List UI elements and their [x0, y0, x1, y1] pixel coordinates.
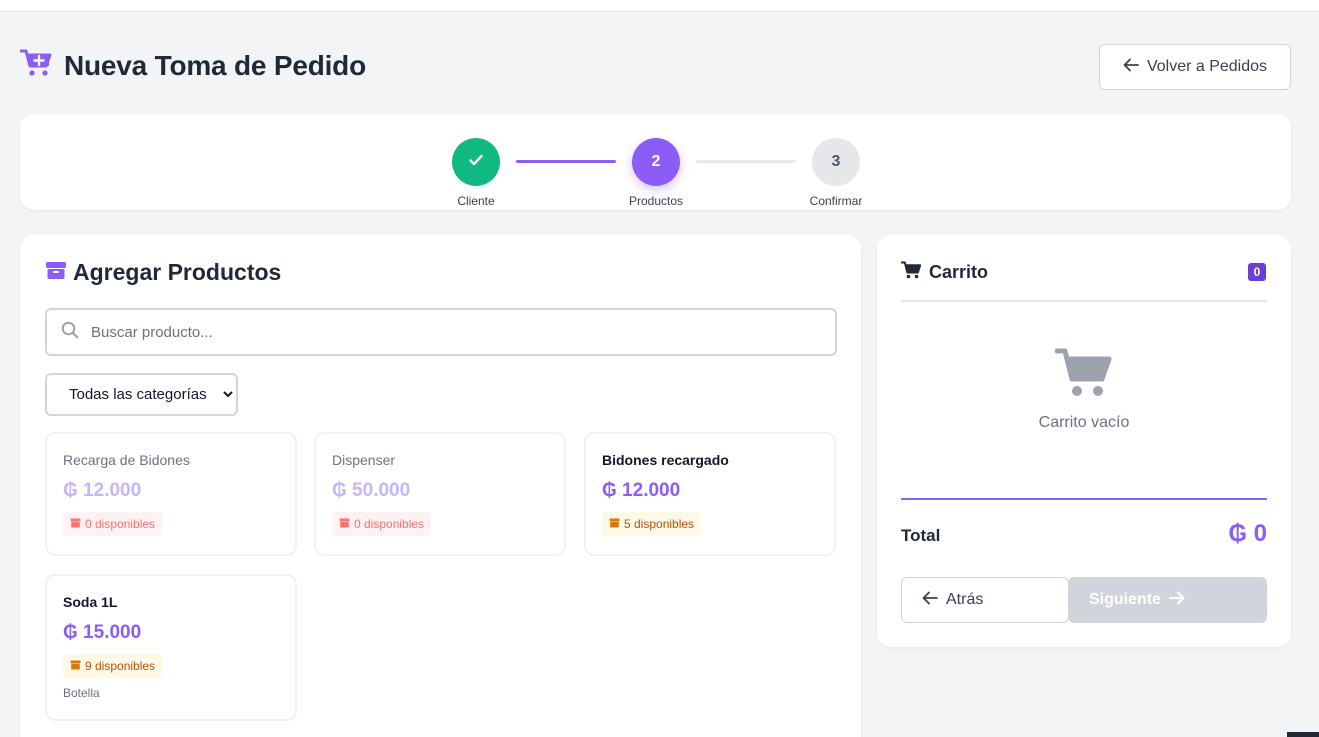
cart-heading: Carrito — [900, 261, 989, 284]
cart-panel: Carrito 0 Carrito vacío Total ₲ 0 Atrás … — [877, 235, 1291, 647]
product-card[interactable]: Recarga de Bidones ₲ 12.000 0 disponible… — [45, 432, 297, 556]
cart-count-badge: 0 — [1248, 263, 1266, 281]
cart-icon — [900, 261, 922, 284]
cart-title: Carrito — [929, 262, 989, 282]
product-unit: Botella — [63, 686, 100, 700]
page-title: Nueva Toma de Pedido — [64, 49, 366, 81]
product-card[interactable]: Dispenser ₲ 50.000 0 disponibles — [314, 432, 566, 556]
product-price: ₲ 15.000 — [63, 622, 142, 643]
search-icon — [61, 321, 79, 344]
stock-text: 0 disponibles — [354, 517, 425, 531]
stock-text: 9 disponibles — [85, 659, 156, 673]
empty-cart-icon — [1054, 347, 1113, 404]
stock-badge: 5 disponibles — [602, 512, 702, 536]
step-label: Confirmar — [809, 194, 863, 208]
product-price: ₲ 50.000 — [332, 480, 411, 501]
product-search[interactable] — [45, 308, 837, 356]
product-name: Bidones recargado — [602, 452, 729, 468]
top-bar — [0, 0, 1319, 12]
step-number: 2 — [632, 138, 680, 186]
product-card[interactable]: Bidones recargado ₲ 12.000 5 disponibles — [584, 432, 836, 556]
products-title: Agregar Productos — [73, 259, 282, 285]
back-label: Atrás — [946, 591, 984, 608]
divider — [901, 300, 1267, 302]
product-name: Soda 1L — [63, 594, 118, 610]
stepper: Cliente 2 Productos 3 Confirmar — [20, 114, 1291, 210]
page-header: Nueva Toma de Pedido — [19, 48, 366, 83]
next-button[interactable]: Siguiente — [1068, 577, 1267, 623]
arrow-left-icon — [1123, 58, 1139, 77]
cart-plus-icon — [19, 48, 52, 83]
box-icon — [45, 259, 67, 286]
product-name: Recarga de Bidones — [63, 452, 190, 468]
stock-badge: 0 disponibles — [332, 512, 432, 536]
products-heading: Agregar Productos — [45, 259, 281, 286]
corner-widget — [1287, 732, 1319, 737]
product-price: ₲ 12.000 — [63, 480, 142, 501]
step-connector-1 — [516, 160, 616, 163]
step-number: 3 — [812, 138, 860, 186]
step-connector-2 — [696, 160, 796, 163]
arrow-left-icon — [922, 591, 938, 610]
total-value: ₲ 0 — [1228, 520, 1267, 547]
step-productos: 2 Productos — [611, 138, 701, 208]
product-name: Dispenser — [332, 452, 396, 468]
back-button[interactable]: Atrás — [901, 577, 1069, 623]
stock-text: 0 disponibles — [85, 517, 156, 531]
back-to-orders-button[interactable]: Volver a Pedidos — [1099, 44, 1291, 90]
total-label: Total — [901, 526, 941, 545]
arrow-right-icon — [1168, 590, 1185, 610]
step-label: Cliente — [457, 194, 495, 208]
stock-badge: 9 disponibles — [63, 654, 163, 678]
back-to-orders-label: Volver a Pedidos — [1146, 58, 1268, 75]
category-select[interactable]: Todas las categorías — [45, 373, 238, 416]
check-icon — [468, 153, 484, 172]
products-panel: Agregar Productos Todas las categorías R… — [20, 235, 861, 737]
empty-cart-text: Carrito vacío — [1038, 414, 1130, 431]
product-price: ₲ 12.000 — [602, 480, 681, 501]
product-card[interactable]: Soda 1L ₲ 15.000 9 disponibles Botella — [45, 574, 297, 721]
box-icon — [70, 517, 81, 531]
stock-text: 5 disponibles — [624, 517, 695, 531]
next-label: Siguiente — [1089, 591, 1162, 608]
stock-badge: 0 disponibles — [63, 512, 163, 536]
box-icon — [339, 517, 350, 531]
step-confirmar: 3 Confirmar — [791, 138, 881, 208]
step-cliente: Cliente — [431, 138, 521, 208]
divider — [901, 498, 1267, 500]
box-icon — [70, 659, 81, 673]
step-label: Productos — [628, 194, 684, 208]
step-done-circle — [452, 138, 500, 186]
search-input[interactable] — [91, 323, 791, 341]
box-icon — [609, 517, 620, 531]
